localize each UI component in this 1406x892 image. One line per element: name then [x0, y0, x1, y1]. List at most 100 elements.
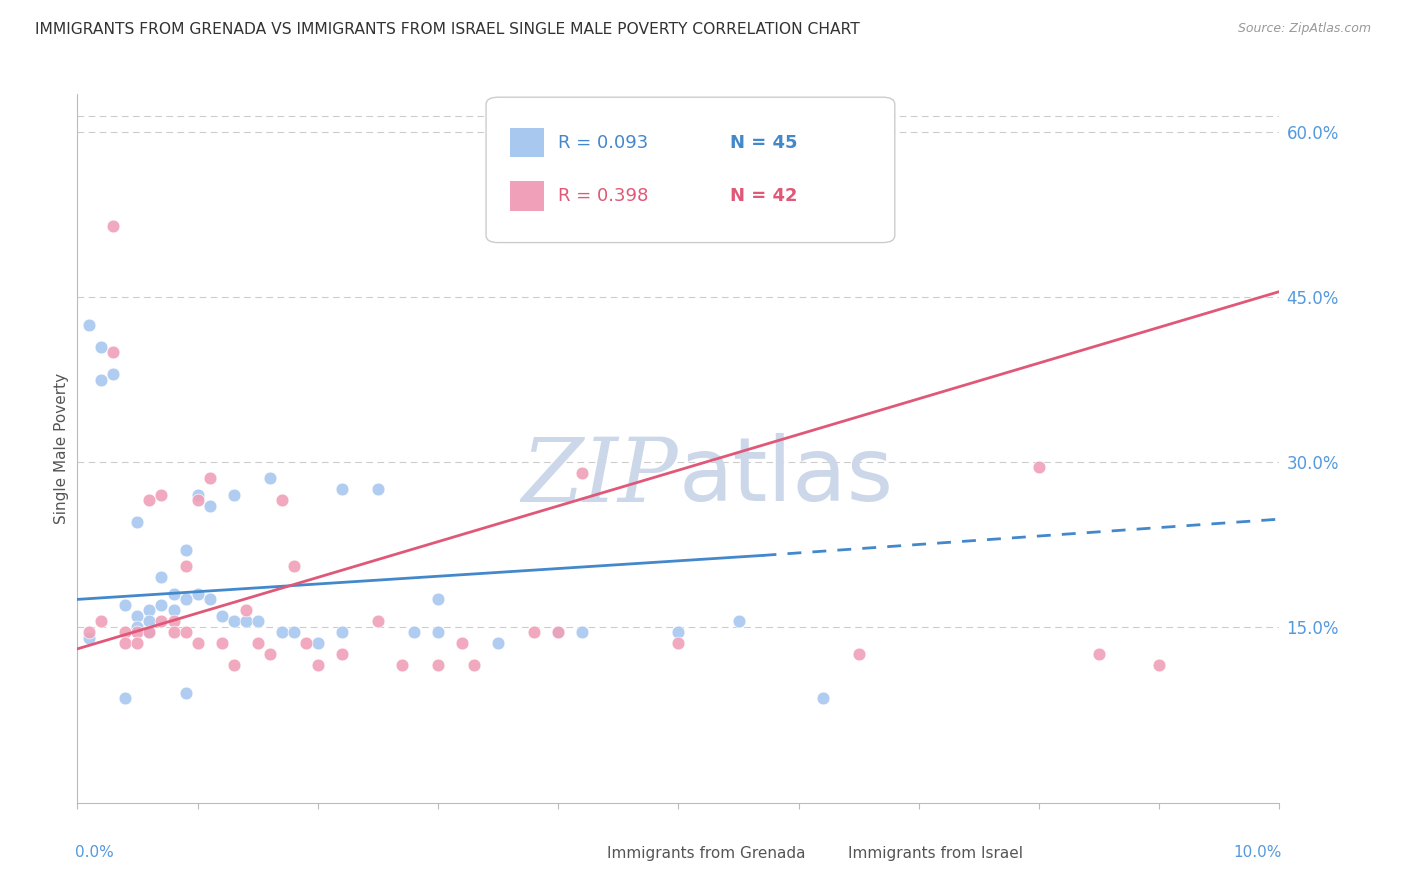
Point	[1088, 648, 1111, 662]
Point	[114, 625, 136, 640]
Point	[222, 488, 245, 502]
Y-axis label: Single Male Poverty: Single Male Poverty	[53, 373, 69, 524]
Point	[187, 587, 209, 601]
Point	[127, 636, 149, 650]
Point	[162, 625, 184, 640]
Point	[127, 608, 149, 623]
Point	[150, 598, 173, 612]
Point	[103, 367, 125, 381]
Text: Immigrants from Grenada: Immigrants from Grenada	[607, 846, 806, 861]
Point	[259, 471, 281, 485]
Point	[571, 625, 593, 640]
Text: 0.0%: 0.0%	[75, 846, 114, 861]
Text: Immigrants from Israel: Immigrants from Israel	[848, 846, 1022, 861]
Point	[367, 615, 389, 629]
Point	[127, 625, 149, 640]
Point	[198, 499, 221, 513]
Text: N = 42: N = 42	[730, 186, 797, 205]
Point	[187, 636, 209, 650]
Point	[427, 625, 450, 640]
Point	[811, 691, 834, 706]
Point	[307, 658, 329, 673]
FancyBboxPatch shape	[582, 850, 598, 862]
Point	[114, 691, 136, 706]
Point	[90, 339, 112, 353]
Point	[150, 570, 173, 584]
Point	[187, 493, 209, 508]
Point	[668, 625, 690, 640]
Point	[138, 493, 160, 508]
Point	[451, 636, 474, 650]
Point	[162, 587, 184, 601]
Point	[259, 648, 281, 662]
Point	[79, 318, 101, 332]
Point	[547, 625, 569, 640]
Point	[235, 615, 257, 629]
Text: R = 0.398: R = 0.398	[558, 186, 648, 205]
Point	[307, 636, 329, 650]
FancyBboxPatch shape	[510, 128, 544, 158]
Point	[523, 625, 546, 640]
Point	[270, 493, 292, 508]
Point	[174, 543, 197, 558]
Text: 10.0%: 10.0%	[1233, 846, 1282, 861]
Point	[330, 648, 353, 662]
Point	[330, 483, 353, 497]
Point	[127, 620, 149, 634]
Point	[174, 625, 197, 640]
Point	[127, 516, 149, 530]
FancyBboxPatch shape	[823, 850, 838, 862]
Point	[90, 372, 112, 386]
Point	[1028, 460, 1050, 475]
Point	[668, 636, 690, 650]
Point	[283, 559, 305, 574]
Point	[103, 345, 125, 359]
Point	[174, 592, 197, 607]
Point	[222, 615, 245, 629]
Point	[138, 625, 160, 640]
Point	[162, 603, 184, 617]
Point	[246, 615, 269, 629]
Point	[174, 686, 197, 700]
Point	[283, 625, 305, 640]
Point	[571, 466, 593, 480]
Point	[727, 615, 749, 629]
Point	[138, 603, 160, 617]
Point	[427, 592, 450, 607]
Point	[211, 636, 233, 650]
FancyBboxPatch shape	[486, 97, 894, 243]
Point	[198, 592, 221, 607]
Point	[330, 625, 353, 640]
Point	[547, 625, 569, 640]
Point	[90, 615, 112, 629]
Point	[391, 658, 413, 673]
Point	[848, 648, 870, 662]
Text: IMMIGRANTS FROM GRENADA VS IMMIGRANTS FROM ISRAEL SINGLE MALE POVERTY CORRELATIO: IMMIGRANTS FROM GRENADA VS IMMIGRANTS FR…	[35, 22, 860, 37]
Text: N = 45: N = 45	[730, 134, 797, 152]
Point	[138, 615, 160, 629]
FancyBboxPatch shape	[510, 181, 544, 211]
Text: atlas: atlas	[679, 434, 894, 520]
Text: Source: ZipAtlas.com: Source: ZipAtlas.com	[1237, 22, 1371, 36]
Point	[463, 658, 485, 673]
Point	[187, 488, 209, 502]
Point	[79, 625, 101, 640]
Point	[270, 625, 292, 640]
Point	[402, 625, 425, 640]
Point	[174, 559, 197, 574]
Point	[103, 219, 125, 233]
Point	[486, 636, 509, 650]
Point	[222, 658, 245, 673]
Point	[294, 636, 316, 650]
Point	[1149, 658, 1171, 673]
Text: ZIP: ZIP	[522, 434, 679, 520]
Point	[246, 636, 269, 650]
Point	[367, 483, 389, 497]
Point	[211, 608, 233, 623]
Point	[138, 625, 160, 640]
Point	[235, 603, 257, 617]
Point	[114, 636, 136, 650]
Point	[150, 488, 173, 502]
Text: R = 0.093: R = 0.093	[558, 134, 648, 152]
Point	[162, 615, 184, 629]
